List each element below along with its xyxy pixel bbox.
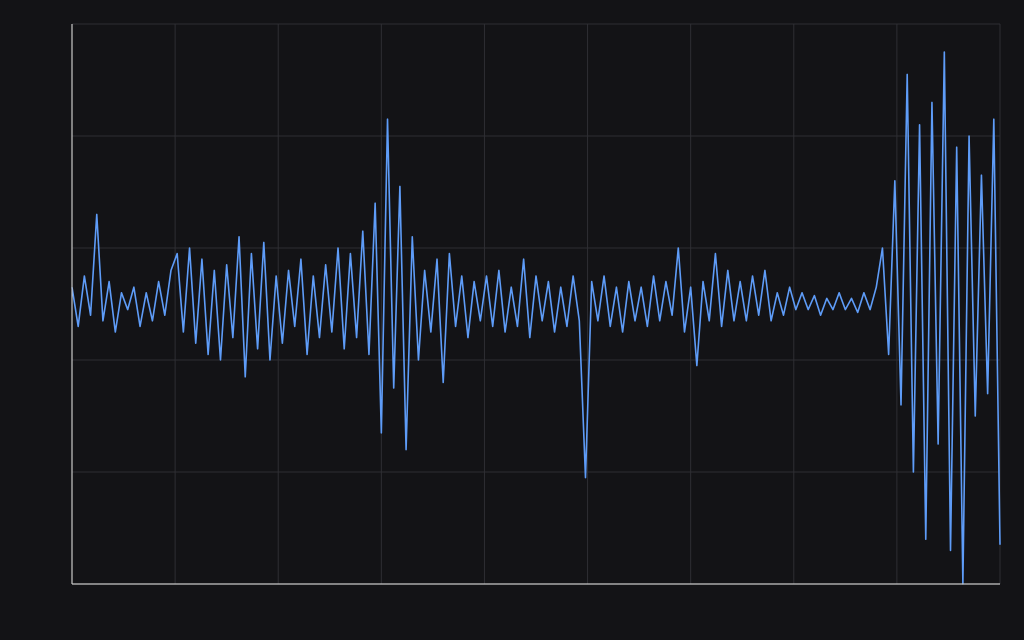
data-line (71, 51, 1001, 585)
plot (71, 51, 1001, 585)
